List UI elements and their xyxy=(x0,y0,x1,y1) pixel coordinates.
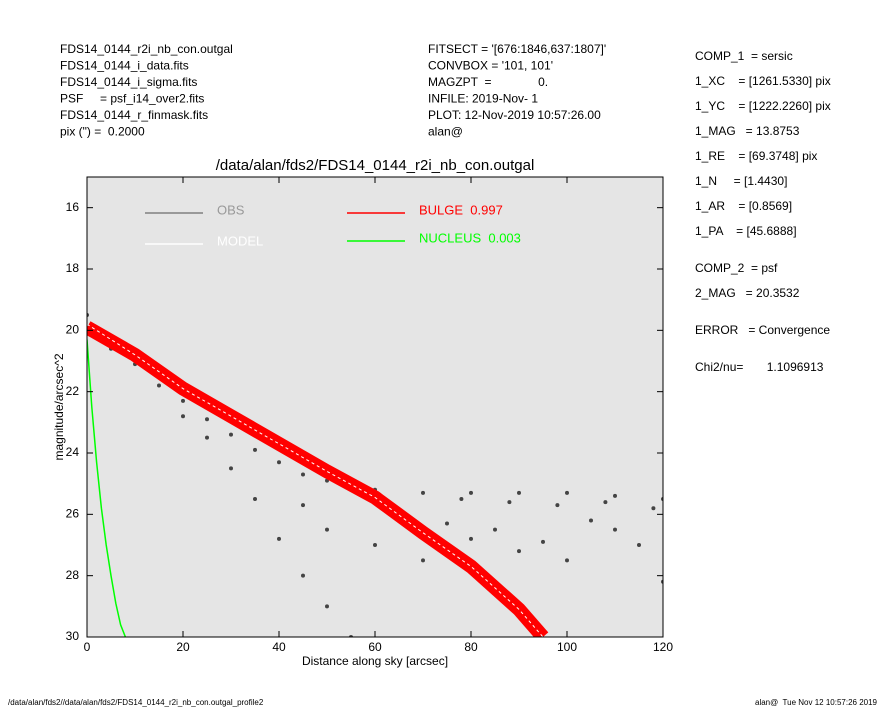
obs-point xyxy=(541,539,545,544)
header-left-line: pix (") = 0.2000 xyxy=(60,125,145,139)
obs-point xyxy=(637,543,641,547)
y-tick-label: 22 xyxy=(66,384,80,398)
obs-point xyxy=(507,500,512,505)
fit-parameter: COMP_2 = psf xyxy=(695,261,778,275)
obs-point xyxy=(253,497,257,501)
y-tick-label: 18 xyxy=(66,261,80,275)
header-middle-line: CONVBOX = '101, 101' xyxy=(428,59,553,73)
obs-point xyxy=(325,527,329,532)
obs-point xyxy=(469,490,473,495)
header-middle-line: INFILE: 2019-Nov- 1 xyxy=(428,92,538,106)
obs-point xyxy=(565,558,569,563)
model-line xyxy=(87,339,127,637)
header-middle-line: MAGZPT = 0. xyxy=(428,75,548,89)
obs-point xyxy=(613,527,617,532)
legend-label: BULGE 0.997 xyxy=(419,202,503,217)
model-line xyxy=(87,323,544,637)
y-tick-label: 20 xyxy=(66,323,80,337)
obs-point xyxy=(373,543,377,547)
obs-point xyxy=(301,472,305,477)
obs-point xyxy=(421,490,425,495)
x-tick-label: 40 xyxy=(272,640,286,654)
obs-point xyxy=(229,466,233,471)
obs-point xyxy=(205,417,209,422)
footer-path: /data/alan/fds2//data/alan/fds2/FDS14_01… xyxy=(8,698,264,707)
fit-parameter: COMP_1 = sersic xyxy=(695,49,793,63)
y-tick-label: 28 xyxy=(66,568,80,582)
fit-parameter: 1_RE = [69.3748] pix xyxy=(695,149,817,163)
header-middle-line: FITSECT = '[676:1846,637:1807]' xyxy=(428,42,606,56)
obs-point xyxy=(277,460,281,465)
y-tick-label: 30 xyxy=(66,629,80,643)
x-tick-label: 60 xyxy=(368,640,382,654)
header-left-line: FDS14_0144_i_sigma.fits xyxy=(60,75,197,89)
fit-parameter: 1_MAG = 13.8753 xyxy=(695,124,800,138)
header-middle-line: PLOT: 12-Nov-2019 10:57:26.00 xyxy=(428,108,601,122)
x-tick-label: 0 xyxy=(84,640,91,654)
y-tick-label: 26 xyxy=(66,507,80,521)
obs-point xyxy=(565,490,569,495)
obs-point xyxy=(277,536,281,541)
obs-point xyxy=(421,558,425,563)
fit-parameter: Chi2/nu= 1.1096913 xyxy=(695,360,824,374)
obs-point xyxy=(157,383,161,388)
obs-point xyxy=(459,497,464,501)
x-tick-label: 20 xyxy=(176,640,190,654)
obs-point xyxy=(555,503,560,508)
y-tick-label: 16 xyxy=(66,200,80,214)
fit-parameter: 2_MAG = 20.3532 xyxy=(695,286,800,300)
x-tick-label: 120 xyxy=(653,640,673,654)
obs-point xyxy=(517,490,521,495)
obs-point xyxy=(181,398,185,403)
header-left-line: PSF = psf_i14_over2.fits xyxy=(60,92,204,106)
fit-parameter: 1_N = [1.4430] xyxy=(695,174,787,188)
obs-point xyxy=(301,573,305,578)
plot-background xyxy=(87,177,663,637)
obs-point xyxy=(253,447,257,452)
plot-area xyxy=(87,313,663,637)
legend-label: OBS xyxy=(217,202,245,217)
obs-point xyxy=(469,536,473,541)
obs-point xyxy=(445,521,449,526)
header-left-line: FDS14_0144_i_data.fits xyxy=(60,59,189,73)
obs-point xyxy=(603,500,608,505)
fit-parameter: 1_YC = [1222.2260] pix xyxy=(695,99,831,113)
legend-label: NUCLEUS 0.003 xyxy=(419,230,521,245)
x-axis-label: Distance along sky [arcsec] xyxy=(302,654,448,668)
obs-point xyxy=(517,549,521,554)
obs-point xyxy=(229,432,233,437)
obs-point xyxy=(651,506,656,511)
fit-parameter: 1_PA = [45.6888] xyxy=(695,224,797,238)
obs-point xyxy=(181,414,185,419)
obs-point xyxy=(589,518,593,523)
x-tick-label: 100 xyxy=(557,640,577,654)
legend-label: MODEL xyxy=(217,233,263,248)
x-tick-label: 80 xyxy=(464,640,478,654)
obs-point xyxy=(325,604,329,609)
header-left-line: FDS14_0144_r2i_nb_con.outgal xyxy=(60,42,233,56)
footer-stamp: alan@ Tue Nov 12 10:57:26 2019 xyxy=(755,698,878,707)
obs-point xyxy=(493,527,497,532)
fit-parameter: 1_XC = [1261.5330] pix xyxy=(695,74,831,88)
chart-title: /data/alan/fds2/FDS14_0144_r2i_nb_con.ou… xyxy=(216,157,535,174)
fit-parameter: ERROR = Convergence xyxy=(695,323,830,337)
header-left-line: FDS14_0144_r_finmask.fits xyxy=(60,108,208,122)
y-tick-label: 24 xyxy=(66,445,80,459)
header-middle-line: alan@ xyxy=(428,125,463,139)
obs-point xyxy=(205,435,209,440)
y-axis-label: magnitude/arcsec^2 xyxy=(52,353,66,460)
obs-point xyxy=(613,493,617,498)
fit-parameter: 1_AR = [0.8569] xyxy=(695,199,792,213)
obs-point xyxy=(301,503,305,508)
